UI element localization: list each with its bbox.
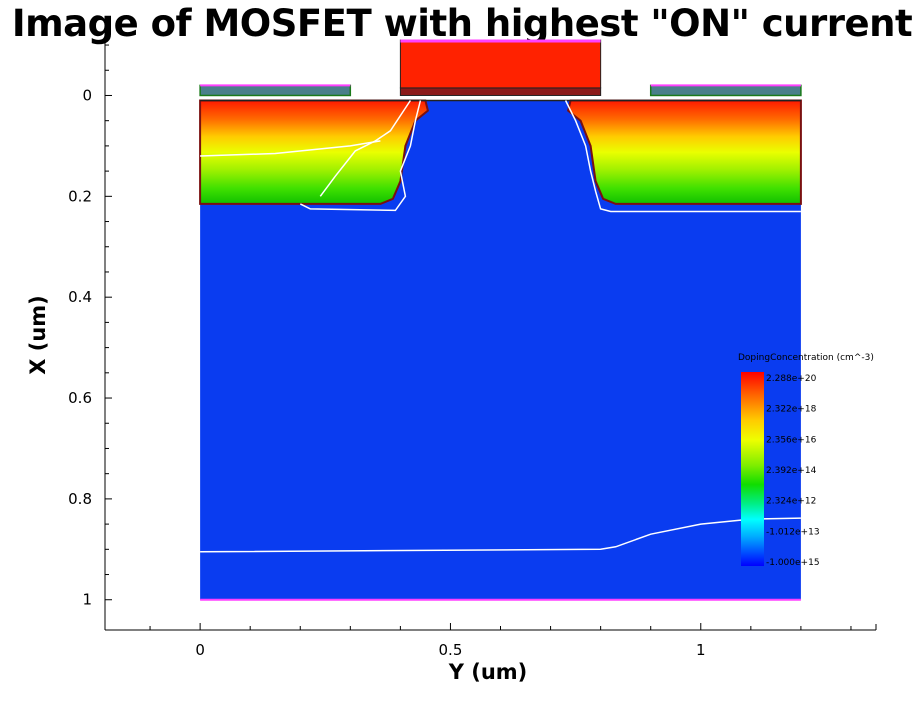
- legend-entry: -1.000e+15: [766, 558, 820, 568]
- gate-electrode: [399, 39, 602, 89]
- legend-entry: 2.322e+18: [766, 405, 817, 415]
- x-tick-label: 1: [696, 641, 706, 659]
- gate-oxide: [399, 87, 602, 96]
- x-axis-label: Y (um): [448, 660, 528, 684]
- axes: 0 0.2 0.4 0.6 0.8 1 0 0.5 1: [68, 40, 877, 659]
- x-tick-label: 0.5: [439, 641, 463, 659]
- y-tick-label: 0.6: [68, 389, 92, 407]
- chart-title: Image of MOSFET with highest "ON" curren…: [11, 2, 913, 45]
- legend-entry: 2.324e+12: [766, 497, 816, 507]
- y-tick-label: 0: [82, 86, 92, 104]
- legend-entry: 2.356e+16: [766, 435, 817, 445]
- contour-source-inner: [200, 140, 381, 157]
- contact-source: [199, 84, 352, 97]
- contour-source-edge: [299, 100, 422, 212]
- y-tick-label: 0.8: [68, 490, 92, 508]
- contour-source-diag: [319, 100, 412, 197]
- contact-drain: [649, 84, 802, 97]
- legend-entry: -1.012e+13: [766, 527, 820, 537]
- legend-colorbar: [741, 372, 764, 566]
- y-tick-label: 1: [82, 591, 92, 609]
- contour-drain-edge: [564, 100, 801, 213]
- source-region: [199, 99, 430, 205]
- legend-entry: 2.392e+14: [766, 466, 817, 476]
- legend-entry: 2.288e+20: [766, 374, 817, 384]
- y-axis-label: X (um): [26, 295, 50, 375]
- x-tick-label: 0: [195, 641, 205, 659]
- y-tick-label: 0.2: [68, 187, 92, 205]
- legend: DopingConcentration (cm^-3) 2.288e+20 2.3…: [738, 353, 874, 568]
- plot-area: [199, 39, 802, 601]
- drain-region: [566, 99, 802, 205]
- legend-title: DopingConcentration (cm^-3): [738, 353, 874, 363]
- y-tick-label: 0.4: [68, 288, 92, 306]
